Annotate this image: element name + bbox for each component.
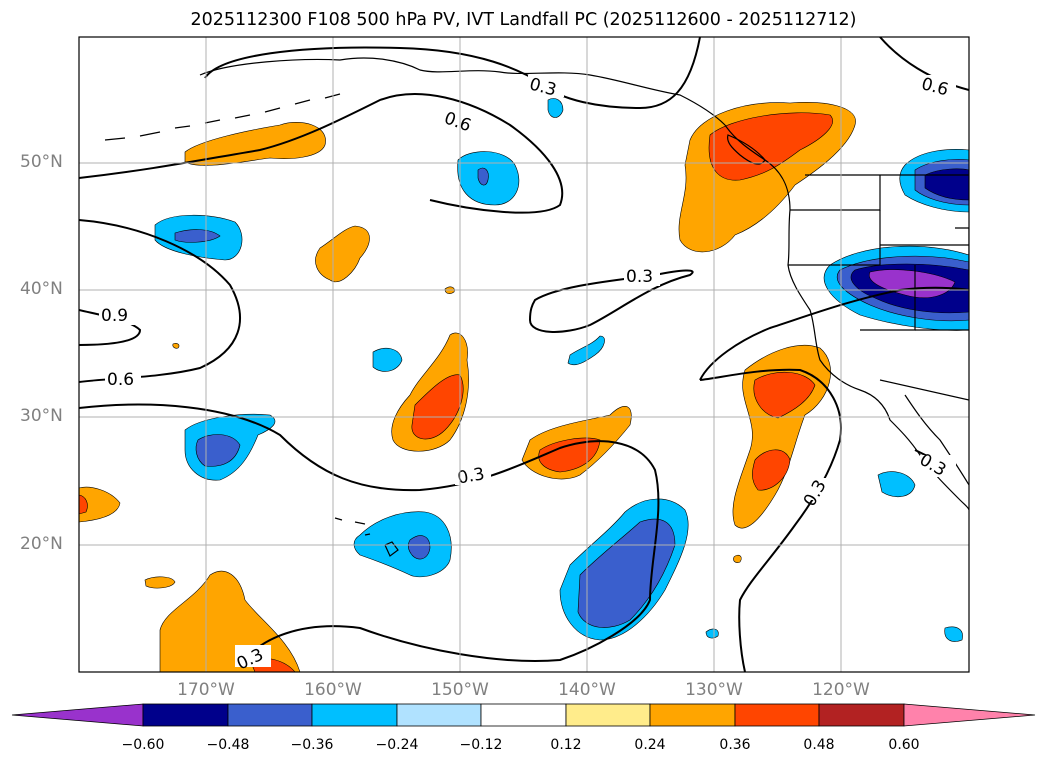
pc-fill-subtropical-east-core2 <box>752 449 791 491</box>
colorbar-tick-0: −0.60 <box>121 737 165 753</box>
colorbar-segment-7 <box>649 703 736 727</box>
lon-label-160w: 160°W <box>304 680 362 700</box>
pc-fill-west-edge-core <box>79 494 88 515</box>
pv-contour-0-3-central <box>79 403 660 662</box>
contour-label-6: 0.3 <box>456 464 486 488</box>
colorbar <box>11 703 1036 727</box>
contour-labels: 0.3 0.6 0.6 0.3 0.9 0.6 0.3 0.3 0.3 0.3 <box>99 74 956 672</box>
gridlines <box>79 37 969 672</box>
hawaii-islands <box>334 517 399 557</box>
pc-fill-small-mid <box>315 225 370 282</box>
colorbar-extend-high <box>903 703 1036 727</box>
nc-fill-northeast-core <box>924 168 969 201</box>
state-border-2 <box>788 210 881 266</box>
nc-fill-gulf-alaska-core <box>477 167 489 186</box>
lon-label-130w: 130°W <box>685 680 743 700</box>
pc-fill-dot-1 <box>144 576 176 589</box>
pc-fill-subtropical-east-core1 <box>753 371 816 419</box>
pv-contour-0-3-east-loop <box>528 269 694 333</box>
colorbar-tick-1: −0.48 <box>206 737 250 753</box>
pc-fill-dot-4 <box>172 343 180 349</box>
alaska-coast <box>199 57 726 126</box>
colorbar-segment-9 <box>818 703 905 727</box>
nc-fill-subtropics-core <box>577 518 676 628</box>
nc-fill-small-4 <box>877 471 916 498</box>
coastlines <box>104 57 969 557</box>
nc-fill-aleutian-core <box>174 229 221 243</box>
colorbar-tick-4: −0.12 <box>459 737 503 753</box>
pv-contour-0-6-north <box>79 93 564 214</box>
nc-fill-calif-core <box>868 269 956 299</box>
nc-fill-small-3 <box>547 98 564 118</box>
colorbar-extend-low <box>11 703 144 727</box>
contour-label-5: 0.6 <box>107 370 134 390</box>
nc-fill-small-5 <box>944 626 963 642</box>
colorbar-segment-2 <box>227 703 313 727</box>
colorbar-segment-4 <box>396 703 482 727</box>
map-title: 2025112300 F108 500 hPa PV, IVT Landfall… <box>190 10 857 30</box>
colorbar-tick-7: 0.36 <box>719 737 751 753</box>
colorbar-segment-5 <box>480 703 567 727</box>
state-border-3 <box>880 227 969 275</box>
nc-fill-hawaii <box>353 511 452 578</box>
nc-fill-small-6 <box>705 628 719 639</box>
pc-fill-east-central-core <box>538 437 601 473</box>
colorbar-segment-1 <box>142 703 229 727</box>
lon-label-120w: 120°W <box>812 680 870 700</box>
lat-label-30n: 30°N <box>20 406 63 426</box>
colorbar-tick-8: 0.48 <box>803 737 835 753</box>
colorbar-tick-2: −0.36 <box>290 737 334 753</box>
pc-fill-west-edge <box>79 486 121 523</box>
lon-label-170w: 170°W <box>177 680 235 700</box>
lat-label-50n: 50°N <box>20 152 63 172</box>
nc-fill-hawaii-core <box>407 535 431 560</box>
mexico-border <box>879 379 969 401</box>
nc-fill-small-1 <box>372 347 403 372</box>
pv-contour-0-6-ne <box>879 37 969 91</box>
aleutian-islands <box>104 93 341 141</box>
nc-fill-small-2 <box>567 335 605 366</box>
lat-label-40n: 40°N <box>20 279 63 299</box>
map-border <box>78 36 970 673</box>
lat-label-20n: 20°N <box>20 534 63 554</box>
baja-california <box>904 394 969 486</box>
contour-label-3: 0.3 <box>626 267 653 287</box>
contour-label-4: 0.9 <box>101 306 128 326</box>
colorbar-tick-5: 0.12 <box>550 737 582 753</box>
pc-fill-dot-3 <box>733 554 742 563</box>
colorbar-segment-3 <box>311 703 398 727</box>
colorbar-tick-3: −0.24 <box>375 737 419 753</box>
colorbar-tick-6: 0.24 <box>634 737 666 753</box>
lon-label-150w: 150°W <box>431 680 489 700</box>
ivt-positive-anomaly-fills <box>79 102 856 672</box>
colorbar-tick-9: 0.60 <box>888 737 920 753</box>
colorbar-segment-8 <box>734 703 820 727</box>
nc-fill-central-south-core <box>195 434 241 467</box>
lon-label-140w: 140°W <box>558 680 616 700</box>
colorbar-segment-6 <box>565 703 651 727</box>
